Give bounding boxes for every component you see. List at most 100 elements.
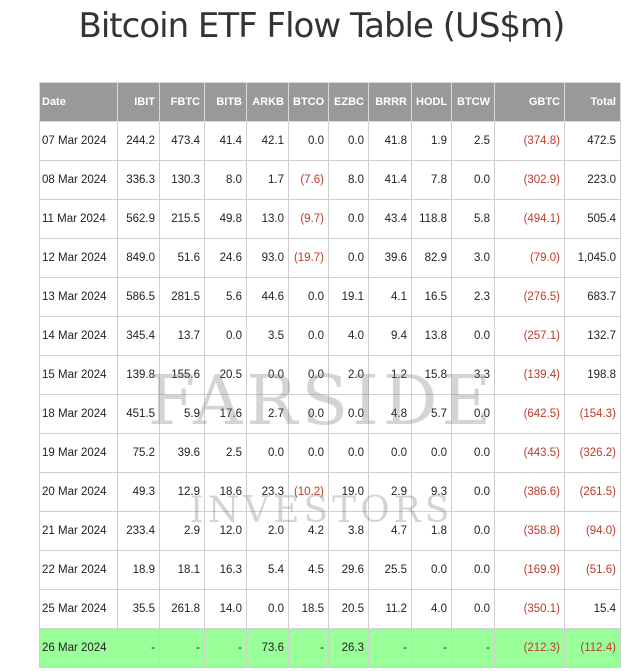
table-cell-hodl: 4.0 xyxy=(411,589,452,629)
table-cell-ibit: 451.5 xyxy=(117,394,160,434)
table-cell-ibit: 233.4 xyxy=(117,511,160,551)
table-cell-btco: (9.7) xyxy=(288,199,329,239)
etf-flow-table: Date IBIT FBTC BITB ARKB BTCO EZBC BRRR HODL BTCW… xyxy=(39,82,621,668)
table-cell-brrr: 11.2 xyxy=(368,589,412,629)
table-cell-gbtc: (257.1) xyxy=(494,316,565,356)
table-cell-fbtc: 13.7 xyxy=(159,316,205,356)
table-cell-ibit: 139.8 xyxy=(117,355,160,395)
table-cell-fbtc: 215.5 xyxy=(159,199,205,239)
table-cell-total: (112.4) xyxy=(564,628,621,668)
table-cell-arkb: 0.0 xyxy=(246,433,289,473)
table-cell-btco: 0.0 xyxy=(288,316,329,356)
table-cell-arkb: 42.1 xyxy=(246,121,289,161)
table-cell-gbtc: (374.8) xyxy=(494,121,565,161)
column-header-ibit: IBIT xyxy=(117,82,160,122)
column-header-ezbc: EZBC xyxy=(328,82,369,122)
table-cell-brrr: 4.8 xyxy=(368,394,412,434)
table-cell-ibit: 75.2 xyxy=(117,433,160,473)
table-cell-hodl: 0.0 xyxy=(411,433,452,473)
table-cell-gbtc: (642.5) xyxy=(494,394,565,434)
table-cell-ibit: 35.5 xyxy=(117,589,160,629)
table-cell-ibit: 336.3 xyxy=(117,160,160,200)
table-cell-ezbc: 0.0 xyxy=(328,199,369,239)
table-cell-btcw: 2.3 xyxy=(451,277,495,317)
table-cell-total: (94.0) xyxy=(564,511,621,551)
column-header-hodl: HODL xyxy=(411,82,452,122)
page-title: Bitcoin ETF Flow Table (US$m) xyxy=(78,6,566,46)
table-cell-date: 22 Mar 2024 xyxy=(39,550,118,590)
column-header-date: Date xyxy=(39,82,118,122)
table-cell-ezbc: 0.0 xyxy=(328,433,369,473)
table-row: 26 Mar 2024- - -73.6-26.3- - - (212.3) (112.4) xyxy=(39,628,621,668)
table-cell-fbtc: 473.4 xyxy=(159,121,205,161)
table-cell-btcw: 3.3 xyxy=(451,355,495,395)
table-cell-btcw: 0.0 xyxy=(451,433,495,473)
table-cell-hodl: 1.8 xyxy=(411,511,452,551)
table-cell-arkb: 3.5 xyxy=(246,316,289,356)
table-cell-fbtc: 5.9 xyxy=(159,394,205,434)
table-cell-gbtc: (212.3) xyxy=(494,628,565,668)
table-cell-btco: (7.6) xyxy=(288,160,329,200)
table-cell-btco: 4.5 xyxy=(288,550,329,590)
table-cell-hodl: 13.8 xyxy=(411,316,452,356)
table-cell-hodl: 118.8 xyxy=(411,199,452,239)
table-cell-ibit: 586.5 xyxy=(117,277,160,317)
table-cell-date: 07 Mar 2024 xyxy=(39,121,118,161)
table-cell-date: 11 Mar 2024 xyxy=(39,199,118,239)
table-cell-hodl: 1.9 xyxy=(411,121,452,161)
table-cell-total: (261.5) xyxy=(564,472,621,512)
table-cell-hodl: 82.9 xyxy=(411,238,452,278)
table-row: 22 Mar 2024 18.9 18.1 16.3 5.4 4.5 29.6 25.5 0.0… xyxy=(39,550,621,590)
table-cell-fbtc: 2.9 xyxy=(159,511,205,551)
table-cell-ibit: 49.3 xyxy=(117,472,160,512)
table-cell-fbtc: 39.6 xyxy=(159,433,205,473)
table-cell-gbtc: (494.1) xyxy=(494,199,565,239)
table-cell-btco: 0.0 xyxy=(288,355,329,395)
column-header-btco: BTCO xyxy=(288,82,329,122)
table-cell-arkb: 0.0 xyxy=(246,589,289,629)
table-cell-gbtc: (276.5) xyxy=(494,277,565,317)
table-row: 11 Mar 2024 562.9 215.5 49.8 13.0 (9.7) 0.0 43.… xyxy=(39,199,621,239)
table-cell-btcw: 0.0 xyxy=(451,160,495,200)
table-cell-ibit: 562.9 xyxy=(117,199,160,239)
table-cell-total: (154.3) xyxy=(564,394,621,434)
table-cell-bitb: 14.0 xyxy=(204,589,247,629)
table-cell-fbtc: 281.5 xyxy=(159,277,205,317)
table-cell-bitb: 24.6 xyxy=(204,238,247,278)
table-row: 13 Mar 2024 586.5 281.5 5.6 44.6 0.0 19.1 4.1 16… xyxy=(39,277,621,317)
table-cell-brrr: 4.7 xyxy=(368,511,412,551)
table-cell-btcw: 0.0 xyxy=(451,589,495,629)
table-cell-total: 1,045.0 xyxy=(564,238,621,278)
table-cell-total: 198.8 xyxy=(564,355,621,395)
table-cell-btcw: 0.0 xyxy=(451,511,495,551)
table-cell-fbtc: 155.6 xyxy=(159,355,205,395)
table-cell-brrr: - xyxy=(368,628,412,668)
table-cell-bitb: 20.5 xyxy=(204,355,247,395)
table-cell-btcw: - xyxy=(451,628,495,668)
table-cell-fbtc: 18.1 xyxy=(159,550,205,590)
table-cell-btco: 0.0 xyxy=(288,433,329,473)
table-cell-arkb: 73.6 xyxy=(246,628,289,668)
table-cell-date: 20 Mar 2024 xyxy=(39,472,118,512)
table-row: 12 Mar 2024 849.0 51.6 24.6 93.0 (19.7) 0.0 39.… xyxy=(39,238,621,278)
table-cell-bitb: 12.0 xyxy=(204,511,247,551)
table-cell-arkb: 2.0 xyxy=(246,511,289,551)
table-cell-fbtc: 12.9 xyxy=(159,472,205,512)
column-header-fbtc: FBTC xyxy=(159,82,205,122)
table-cell-ibit: 345.4 xyxy=(117,316,160,356)
table-cell-brrr: 41.8 xyxy=(368,121,412,161)
table-cell-bitb: 17.6 xyxy=(204,394,247,434)
table-cell-bitb: 49.8 xyxy=(204,199,247,239)
table-cell-date: 25 Mar 2024 xyxy=(39,589,118,629)
table-cell-btco: 0.0 xyxy=(288,394,329,434)
table-cell-brrr: 2.9 xyxy=(368,472,412,512)
table-cell-hodl: 0.0 xyxy=(411,550,452,590)
table-row: 25 Mar 2024 35.5 261.8 14.0 0.0 18.5 20.5 11.2 4… xyxy=(39,589,621,629)
table-cell-fbtc: 130.3 xyxy=(159,160,205,200)
table-cell-total: 132.7 xyxy=(564,316,621,356)
table-cell-total: (326.2) xyxy=(564,433,621,473)
table-cell-ezbc: 29.6 xyxy=(328,550,369,590)
table-row: 20 Mar 2024 49.3 12.9 18.6 23.3 (10.2) 19.0 2.9… xyxy=(39,472,621,512)
table-cell-ezbc: 8.0 xyxy=(328,160,369,200)
table-cell-brrr: 9.4 xyxy=(368,316,412,356)
